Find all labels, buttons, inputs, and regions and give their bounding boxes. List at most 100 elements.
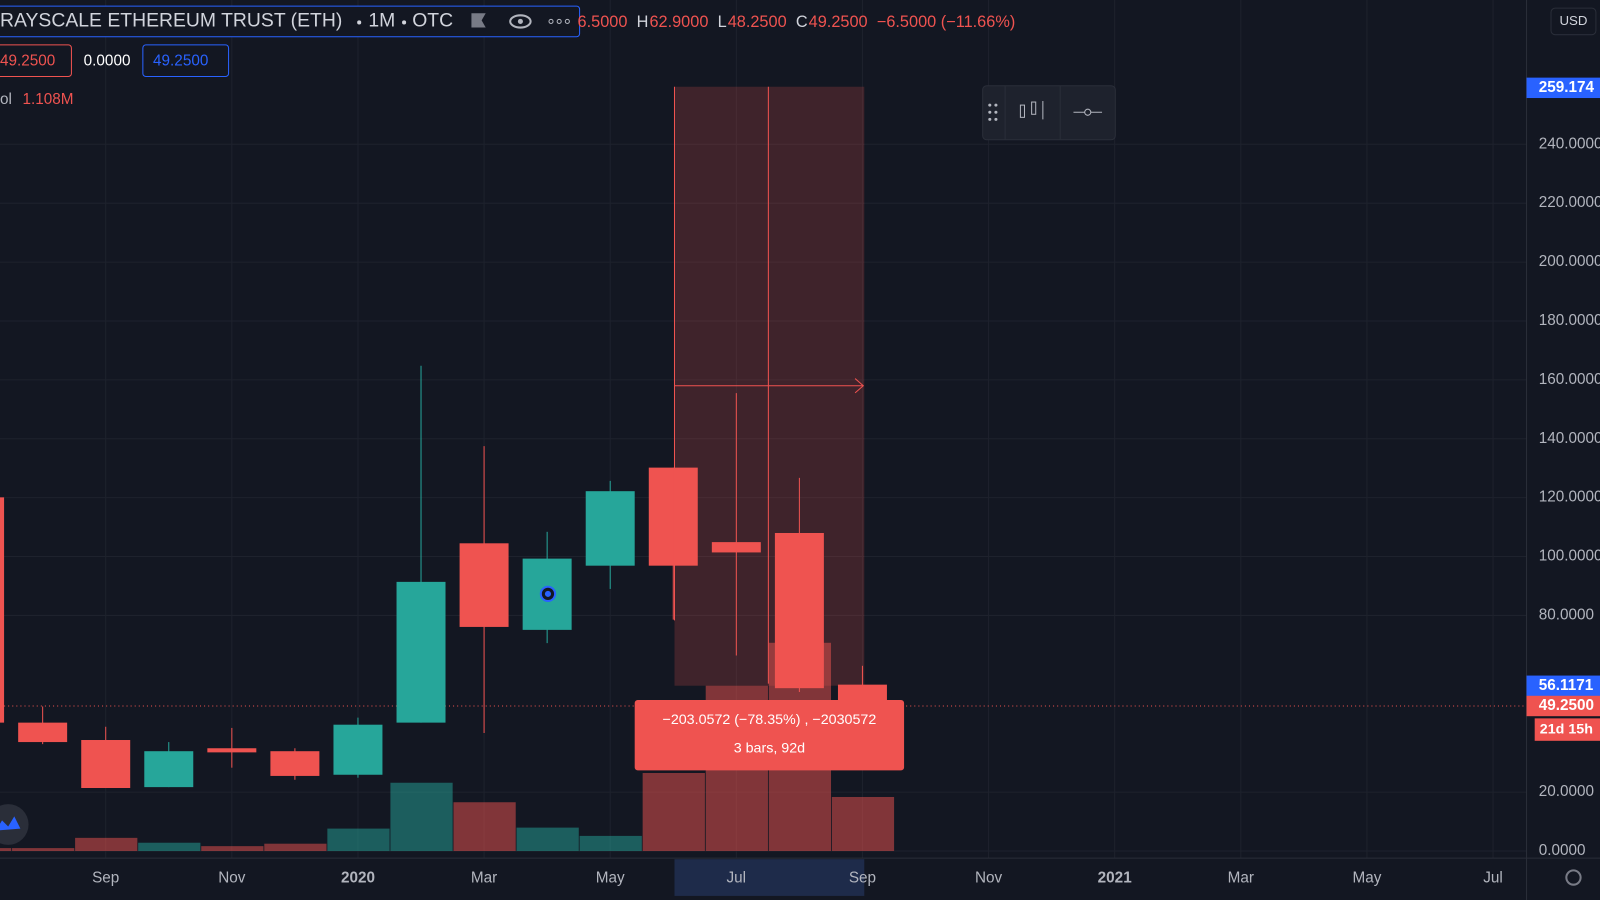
sep-dot [357, 20, 362, 25]
candle-body [648, 467, 698, 566]
title-box [0, 5, 581, 38]
input-value: 0.0000 [84, 52, 131, 69]
volume-bar [75, 837, 138, 852]
x-tick-label: 2020 [341, 870, 375, 887]
volume-key: ol [0, 91, 12, 108]
candles [0, 365, 887, 789]
candle-body [18, 722, 68, 743]
y-ticks: 0.0000 20.0000 80.0000 100.0000 120.0000 140.… [1539, 135, 1600, 859]
volume-value: 1.108M [22, 91, 73, 108]
candle-body [711, 542, 761, 553]
floating-toolbar[interactable] [982, 85, 1116, 141]
input-value: 49.2500 [0, 52, 55, 69]
currency: USD [1559, 13, 1587, 28]
volume-bar [264, 843, 327, 852]
volume-bar [642, 772, 705, 852]
exchange: OTC [412, 10, 453, 32]
measure-tooltip: −203.0572 (−78.35%) , −2030572 3 bars, 9… [634, 700, 905, 771]
price-tag [1526, 695, 1600, 717]
y-tick-label: 200.0000 [1539, 253, 1600, 270]
volume-bar [579, 835, 642, 852]
ohlc-key: C [796, 13, 808, 31]
candles-icon[interactable] [1019, 101, 1044, 120]
volume-bar [0, 848, 12, 852]
ohlc-value: 6.5000 [578, 13, 628, 31]
ohlc-value: 49.2500 [809, 13, 868, 31]
input-box[interactable] [142, 44, 230, 78]
tooltip-line: −203.0572 (−78.35%) , −2030572 [662, 712, 876, 728]
ohlc-value: 48.2500 [728, 13, 787, 31]
y-tick-label: 100.0000 [1539, 548, 1600, 565]
ohlc-key: L [718, 13, 727, 31]
flag-icon[interactable] [471, 13, 486, 28]
input-value: 49.2500 [153, 52, 208, 69]
y-tick-label: 220.0000 [1539, 194, 1600, 211]
volume-bar [12, 848, 75, 852]
y-tick-label: 120.0000 [1539, 489, 1600, 506]
volume-bar [390, 782, 453, 852]
ohlc-legend: 6.5000 H 62.9000 L 48.2500 C 49.2500 −6.5000 (−… [578, 13, 1016, 31]
countdown: 21d 15h [1540, 721, 1593, 737]
price-tag-label: 49.2500 [1539, 697, 1594, 714]
candle-body [333, 724, 383, 775]
currency-box[interactable] [1550, 7, 1597, 36]
toolbar-box [982, 85, 1116, 141]
volume-bar [327, 828, 390, 852]
ohlc-key: H [637, 13, 649, 31]
interval: 1M [368, 10, 395, 32]
x-tick-label: Sep [849, 870, 876, 887]
candle-body [774, 532, 824, 689]
eye-pupil [517, 18, 523, 24]
y-tick-label: 140.0000 [1539, 430, 1600, 447]
crosshair-dot-center [544, 590, 552, 597]
price-tag-label: 56.1171 [1539, 677, 1594, 694]
price-tag [1526, 675, 1600, 696]
candle-body [81, 740, 131, 789]
sep-dot [402, 20, 407, 25]
ohlc-value: 62.9000 [649, 13, 708, 31]
volume-bar [516, 827, 579, 852]
price-tag-label: 259.174 [1539, 79, 1595, 96]
eye-icon[interactable] [509, 14, 532, 29]
x-tick-label: Sep [92, 870, 119, 887]
candle-body [207, 748, 257, 753]
x-tick-label: Mar [1228, 870, 1254, 887]
candle-body [0, 497, 5, 723]
x-tick-label: Mar [471, 870, 497, 887]
tooltip-box [634, 700, 905, 771]
candle-body [459, 543, 509, 627]
x-tick-label: Nov [218, 870, 246, 887]
price-tag [1526, 77, 1600, 99]
time-highlight [674, 859, 865, 896]
y-tick-label: 0.0000 [1539, 842, 1586, 859]
line-icon[interactable] [1073, 108, 1103, 116]
more-icon[interactable] [548, 18, 570, 24]
y-tick-label: 160.0000 [1539, 371, 1600, 388]
ohlc-value: −6.5000 (−11.66%) [877, 13, 1015, 31]
countdown-tag [1534, 718, 1600, 741]
candle-body [396, 581, 446, 723]
input-box[interactable] [0, 44, 72, 78]
tooltip-line: 3 bars, 92d [734, 741, 805, 757]
candle-body [585, 491, 635, 566]
x-tick-label: May [596, 870, 625, 887]
y-tick-label: 240.0000 [1539, 135, 1600, 152]
measure-arrow [854, 378, 865, 394]
drag-handle [988, 103, 998, 121]
volume-bar [831, 796, 895, 852]
volume-bar [453, 802, 516, 852]
settings-icon[interactable] [1565, 869, 1582, 886]
volume-bar [138, 842, 201, 852]
header: RAYSCALE ETHEREUM TRUST (ETH) 1M OTC 6.5… [0, 5, 1016, 108]
x-tick-label: 2021 [1098, 870, 1133, 887]
candle-body [144, 751, 194, 788]
y-tick-label: 180.0000 [1539, 312, 1600, 329]
price-tags: 259.174 56.1171 49.2500 [1526, 77, 1600, 717]
x-tick-label: Jul [1483, 870, 1503, 887]
y-tick-label: 20.0000 [1539, 783, 1594, 800]
y-tick-label: 80.0000 [1539, 606, 1594, 623]
title: RAYSCALE ETHEREUM TRUST (ETH) [0, 10, 342, 32]
x-ticks: Sep Nov 2020 Mar May Jul Sep Nov 2021 Mar May Jul [92, 870, 1503, 887]
